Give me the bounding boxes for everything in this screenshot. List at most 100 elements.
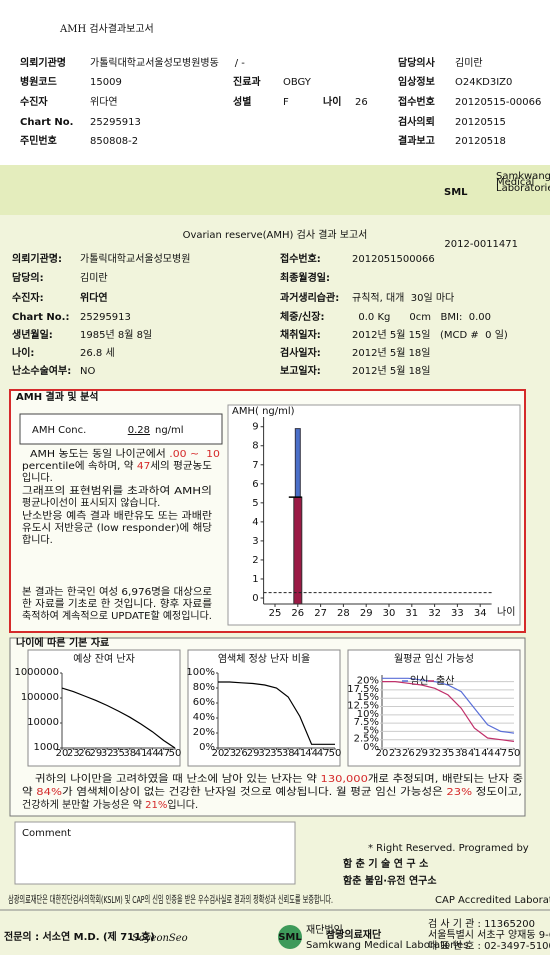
y-tick-label: 0% — [199, 742, 215, 753]
axis-title: 나이 — [497, 606, 515, 618]
x-tick-label: 38 — [455, 748, 468, 759]
info-value: 김미란 — [80, 272, 108, 284]
info-value: 0.0 Kg 0cm BMI: 0.00 — [352, 312, 491, 323]
info-value: 1985년 8월 8일 — [80, 329, 152, 341]
info-label: 의뢰기관명: — [12, 252, 62, 265]
comment-label: Comment — [22, 828, 71, 839]
x-tick-label: 25 — [269, 608, 282, 619]
x-tick-label: 31 — [405, 608, 418, 619]
credit: 함춘 불임·유전 연구소 — [343, 874, 437, 887]
y-tick-label: 100% — [186, 667, 215, 678]
note-line: percentile에 속하며, 약 47세의 평균농도 — [22, 459, 212, 472]
conc-label: AMH Conc. — [32, 425, 86, 436]
info-label: 생년월일: — [12, 328, 53, 341]
y-tick-label: 8 — [252, 441, 258, 452]
conc-unit: ng/ml — [155, 425, 184, 436]
header-value: F — [283, 97, 289, 108]
header-label: 나이 — [323, 95, 341, 108]
info-label: 수진자: — [12, 291, 44, 304]
header-value: 20120518 — [455, 136, 506, 147]
x-tick-label: 26 — [291, 608, 304, 619]
x-tick-label: 35 — [112, 748, 125, 759]
legend-label: 출산 — [436, 675, 454, 687]
x-tick-label: 23 — [223, 748, 236, 759]
mini-title: 염색체 정상 난자 비율 — [218, 653, 310, 665]
x-tick-label: 28 — [337, 608, 350, 619]
header-value: 15009 — [90, 77, 122, 88]
text-segment: 약 — [22, 786, 36, 798]
x-tick-label: 27 — [314, 608, 327, 619]
org-type: 재단법인 — [306, 924, 343, 936]
info-value: 위다연 — [80, 291, 108, 304]
mini-title: 예상 잔여 난자 — [73, 653, 135, 665]
x-tick-label: 20 — [212, 748, 225, 759]
header-label: 검사의뢰 — [398, 115, 435, 128]
logo-sub: Samkwang — [496, 171, 550, 182]
y-tick-label: 3 — [252, 536, 258, 547]
report-title: Ovarian reserve(AMH) 검사 결과 보고서 — [183, 229, 368, 241]
x-tick-label: 50 — [508, 748, 521, 759]
text-segment: 유도시 저반응군 (low responder)에 해당 — [22, 521, 212, 534]
x-tick-label: 32 — [428, 748, 441, 759]
x-tick-label: 20 — [376, 748, 389, 759]
header-value: 가톨릭대학교서울성모병원병동 / - — [90, 57, 245, 69]
mini-title: 월평균 임신 가능성 — [394, 652, 474, 665]
y-tick-label: 20% — [193, 727, 215, 738]
contact: 검 사 기 관 : 11365200 — [428, 918, 535, 930]
x-tick-label: 26 — [78, 748, 91, 759]
info-label: 담당의: — [12, 271, 44, 284]
scan-header-band — [0, 165, 550, 215]
header-value: O24KD3IZ0 — [455, 77, 512, 88]
y-tick-label: 0% — [363, 742, 379, 753]
y-tick-label: 5 — [252, 498, 258, 509]
y-tick-label: 40% — [193, 712, 215, 723]
note-line: 그래프의 표현범위를 초과하여 AMH의 — [22, 484, 212, 497]
text-segment: 귀하의 나이만을 고려하였을 때 난소에 남아 있는 난자는 약 — [35, 772, 321, 785]
info-value: 25295913 — [80, 312, 131, 323]
header-label: 접수번호 — [398, 95, 435, 108]
mini-panel — [27, 649, 181, 767]
x-tick-label: 44 — [146, 748, 159, 759]
note-line: 난소반응 예측 결과 배란유도 또는 과배란 — [22, 510, 212, 522]
header-value: 26 — [355, 97, 368, 108]
info-value: 가톨릭대학교서울성모병원 — [80, 253, 190, 265]
x-tick-label: 29 — [415, 748, 428, 759]
text-segment: 정도이고, — [472, 786, 522, 798]
x-tick-label: 47 — [494, 748, 507, 759]
contact: 대 표 번 호 : 02-3497-5100 — [428, 940, 550, 952]
y-tick-label: 7 — [252, 460, 258, 471]
page-title: AMH 검사결과보고서 — [59, 23, 154, 35]
text-segment: 가 염색체이상이 없는 건강한 난자일 것으로 예상됩니다. 월 평균 임신 가… — [62, 785, 446, 798]
text-segment: 건강하게 분만할 가능성은 약 — [22, 798, 145, 811]
text-segment: 개로 추정되며, 배란되는 난자 중 — [368, 773, 523, 785]
summary-line: 귀하의 나이만을 고려하였을 때 난소에 남아 있는 난자는 약 130,000… — [35, 772, 523, 785]
logo-mark: SML — [278, 932, 302, 943]
x-tick-label: 30 — [383, 608, 396, 619]
header-value: 위다연 — [90, 95, 118, 108]
amh-chart-panel — [227, 404, 521, 626]
note-line: 한 자료를 기초로 한 것입니다. 향후 자료를 — [22, 597, 212, 610]
header-label: 결과보고 — [398, 134, 435, 147]
header-label: 의뢰기관명 — [20, 56, 66, 69]
info-label: 접수번호: — [280, 252, 321, 265]
x-tick-label: 32 — [428, 608, 441, 619]
info-value: 2012년 5월 15일 (MCD # 0 일) — [352, 329, 508, 341]
y-tick-label: 20% — [357, 676, 379, 687]
note-line: 본 결과는 한국인 여성 6,976명을 대상으로 — [22, 586, 212, 598]
header-label: 진료과 — [233, 75, 261, 88]
report-number: 2012-0011471 — [444, 239, 518, 250]
logo-sub: Medical — [496, 177, 534, 188]
comment-box — [14, 821, 296, 885]
info-value: 26.8 세 — [80, 347, 115, 359]
text-segment: 합니다. — [22, 534, 53, 546]
note-line: 축적하여 계속적으로 UPDATE할 예정입니다. — [22, 609, 212, 622]
info-label: 최종월경일: — [280, 271, 330, 284]
conc-value: 0.28 — [128, 425, 150, 436]
contact: 서울특별시 서초구 양재동 9-60 — [428, 929, 550, 941]
doctor: 전문의 : 서소연 M.D. (제 711호) — [4, 930, 155, 943]
y-tick-label: 10% — [357, 709, 379, 720]
header-label: 임상정보 — [398, 75, 435, 88]
x-tick-label: 29 — [90, 748, 103, 759]
